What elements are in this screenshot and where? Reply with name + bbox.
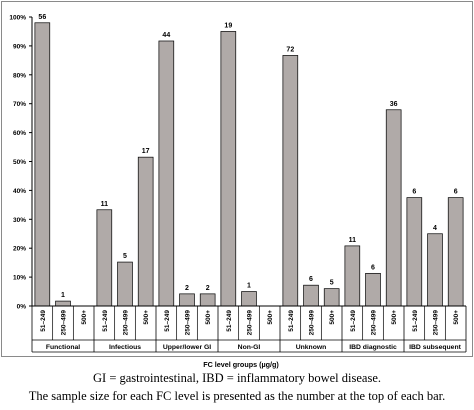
bar-sample-size-label: 72 [286, 46, 294, 53]
x-category-label: 51–249 [226, 310, 233, 332]
x-category-label: 51–249 [164, 310, 171, 332]
bar-sample-size-label: 36 [390, 101, 398, 108]
x-category-label: 250–499 [371, 310, 378, 336]
bar-chart: 0%10%20%30%40%50%60%70%80%90%100% 5651–24… [1, 1, 473, 369]
bar-sample-size-label: 6 [412, 189, 416, 196]
bar-sample-size-label: 4 [433, 225, 437, 232]
bar [96, 209, 113, 307]
bar [34, 22, 51, 307]
x-category-label: 500+ [81, 310, 88, 325]
x-category-label: 500+ [329, 310, 336, 325]
x-category-label: 500+ [143, 310, 150, 325]
y-tick-label: 90% [13, 43, 26, 50]
bar [158, 40, 175, 307]
x-category-label: 51–249 [350, 310, 357, 332]
bar-sample-size-label: 1 [61, 292, 65, 299]
y-tick-label: 30% [13, 217, 26, 224]
x-category-label: 250–499 [61, 310, 68, 336]
bar [406, 197, 423, 307]
x-group-label: IBD diagnostic [349, 344, 397, 351]
bar [179, 293, 195, 307]
bar-sample-size-label: 6 [454, 189, 458, 196]
bar [427, 233, 443, 307]
y-tick-label: 20% [13, 246, 26, 253]
x-group-label: Infectious [109, 344, 141, 351]
bar [282, 55, 299, 307]
y-tick-label: 10% [13, 275, 26, 282]
x-category-label: 500+ [391, 310, 398, 325]
x-group-label: Unknown [296, 344, 327, 351]
x-category-label: 250–499 [123, 310, 130, 336]
bar-sample-size-label: 5 [330, 280, 334, 287]
bar [55, 300, 71, 307]
chart-border [1, 1, 473, 357]
bar [385, 109, 402, 307]
bar-sample-size-label: 6 [309, 276, 313, 283]
bar [447, 197, 464, 307]
bar-sample-size-label: 1 [247, 283, 251, 290]
x-category-label: 51–249 [40, 310, 47, 332]
caption-sample-size-note: The sample size for each FC level is pre… [28, 389, 446, 403]
x-category-label: 250–499 [247, 310, 254, 336]
y-tick-label: 100% [9, 15, 26, 22]
x-category-label: 250–499 [309, 310, 316, 336]
x-category-label: 500+ [453, 310, 460, 325]
bar [365, 272, 381, 307]
bar-sample-size-label: 44 [162, 32, 170, 39]
x-category-label: 250–499 [433, 310, 440, 336]
x-group-label: Upper/lower GI [163, 344, 211, 351]
bar-sample-size-label: 11 [101, 201, 109, 208]
bar [344, 245, 361, 307]
x-group-label: Non-GI [238, 344, 261, 351]
bar [323, 288, 340, 307]
x-group-label: IBD subsequent [409, 344, 461, 351]
bar [199, 293, 216, 307]
bar [241, 291, 257, 307]
bar [117, 261, 133, 307]
bar-sample-size-label: 56 [38, 14, 46, 21]
x-category-label: 51–249 [412, 310, 419, 332]
chart-frame: 0% 10% 20% 30% 40% 50% 60% 70% 80% 90% 100% 56 51–24… [1, 1, 473, 369]
bar [303, 284, 319, 307]
y-tick-label: 0% [17, 304, 27, 311]
bar-sample-size-label: 17 [142, 148, 150, 155]
x-category-label: 250–499 [185, 310, 192, 336]
bar-sample-size-label: 6 [371, 264, 375, 271]
x-group-label: Functional [46, 344, 80, 351]
bar-sample-size-label: 19 [224, 22, 232, 29]
caption-abbreviations: GI = gastrointestinal, IBD = inflammator… [93, 371, 381, 385]
y-tick-label: 60% [13, 130, 26, 137]
bar-sample-size-label: 2 [206, 285, 210, 292]
x-category-label: 500+ [267, 310, 274, 325]
y-tick-label: 50% [13, 159, 26, 166]
x-category-label: 51–249 [288, 310, 295, 332]
bar [137, 156, 154, 307]
y-tick-label: 80% [13, 72, 26, 79]
bar-sample-size-label: 5 [123, 253, 127, 260]
bar-sample-size-label: 11 [349, 237, 357, 244]
y-tick-label: 40% [13, 188, 26, 195]
x-category-label: 500+ [205, 310, 212, 325]
bar [220, 31, 237, 307]
y-tick-label: 70% [13, 101, 26, 108]
x-axis-title: FC level groups (µg/g) [203, 360, 279, 369]
x-category-label: 51–249 [102, 310, 109, 332]
bar-sample-size-label: 2 [185, 285, 189, 292]
